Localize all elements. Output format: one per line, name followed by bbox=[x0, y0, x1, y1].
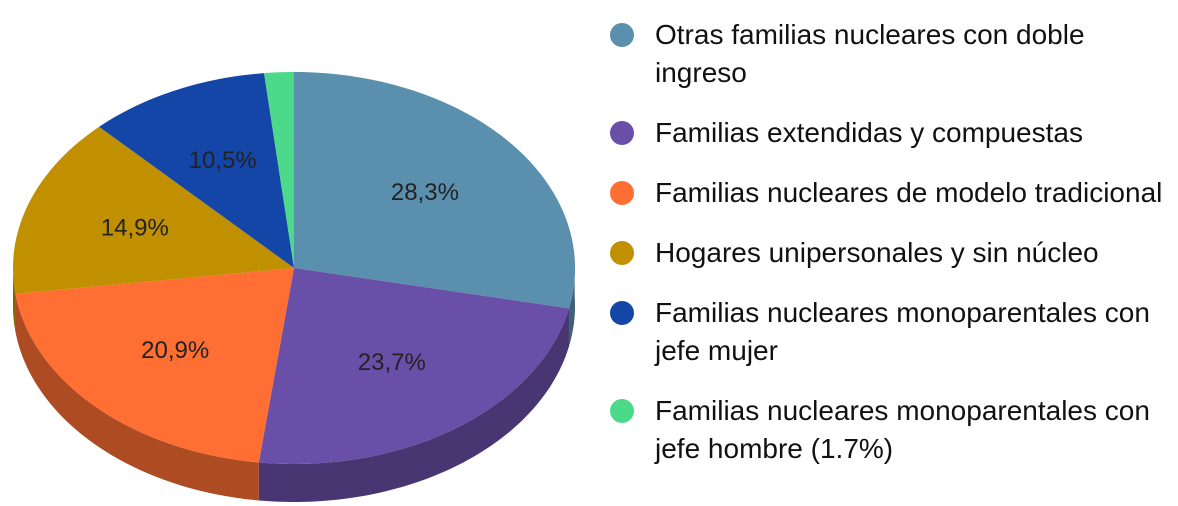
legend-swatch bbox=[610, 181, 634, 205]
legend: Otras familias nucleares con doble ingre… bbox=[610, 16, 1178, 490]
legend-entry: Otras familias nucleares con doble ingre… bbox=[610, 16, 1177, 92]
legend-label: Otras familias nucleares con doble ingre… bbox=[655, 19, 1085, 88]
legend-entry: Hogares unipersonales y sin núcleo bbox=[610, 234, 1177, 272]
slice bbox=[264, 72, 294, 268]
legend-swatch bbox=[610, 241, 634, 265]
legend-entry: Familias nucleares monoparentales con je… bbox=[610, 294, 1177, 370]
legend-label: Hogares unipersonales y sin núcleo bbox=[655, 237, 1099, 268]
legend-label: Familias nucleares de modelo tradicional bbox=[655, 177, 1163, 208]
slice bbox=[294, 72, 575, 309]
legend-label: Familias nucleares monoparentales con je… bbox=[655, 297, 1150, 366]
slice-side bbox=[568, 258, 575, 347]
legend-swatch bbox=[610, 301, 634, 325]
slice bbox=[13, 126, 295, 294]
legend-entry: Familias nucleares monoparentales con je… bbox=[610, 392, 1177, 468]
data-label: 20,9% bbox=[141, 337, 209, 364]
legend-entry: Familias nucleares de modelo tradicional bbox=[610, 174, 1177, 212]
slice-side bbox=[13, 268, 16, 332]
legend-label: Familias extendidas y compuestas bbox=[655, 117, 1083, 148]
slice bbox=[258, 268, 569, 464]
slice bbox=[99, 73, 294, 269]
slice bbox=[15, 268, 294, 463]
data-label: 14,9% bbox=[101, 215, 169, 242]
legend-swatch bbox=[610, 23, 634, 47]
data-label: 28,3% bbox=[391, 179, 459, 206]
legend-swatch bbox=[610, 121, 634, 145]
legend-label: Familias nucleares monoparentales con je… bbox=[655, 395, 1150, 464]
legend-entry: Familias extendidas y compuestas bbox=[610, 114, 1177, 152]
slice-side bbox=[15, 293, 259, 501]
chart: 28,3% 23,7% 20,9% 14,9% 10,5% bbox=[13, 72, 575, 502]
legend-swatch bbox=[610, 399, 634, 423]
data-label: 10,5% bbox=[189, 147, 257, 174]
data-label: 23,7% bbox=[358, 349, 426, 376]
slice-side bbox=[258, 308, 569, 502]
